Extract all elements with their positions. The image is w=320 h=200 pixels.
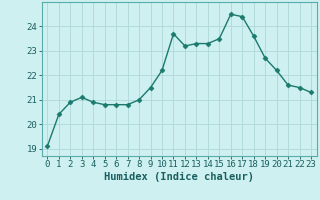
X-axis label: Humidex (Indice chaleur): Humidex (Indice chaleur) bbox=[104, 172, 254, 182]
